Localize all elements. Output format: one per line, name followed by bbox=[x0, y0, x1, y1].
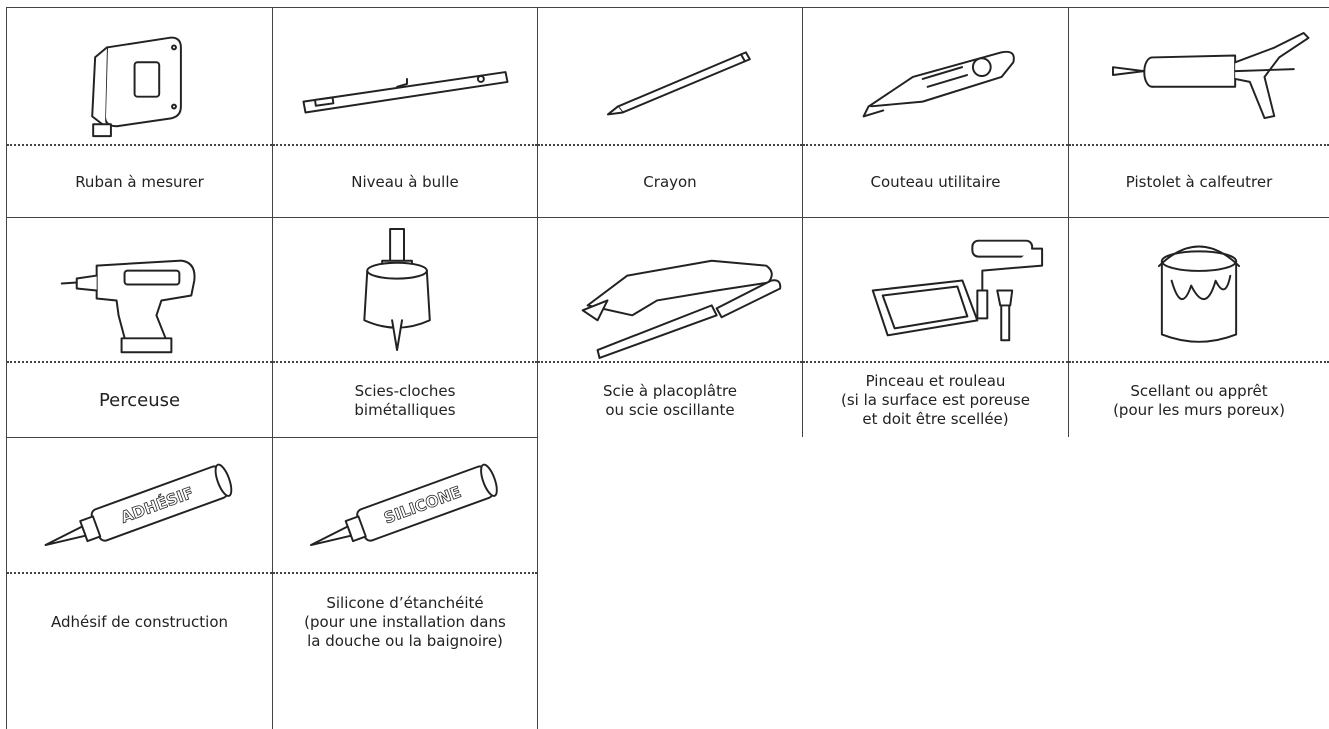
tool-cell: Couteau utilitaire bbox=[802, 7, 1068, 217]
label-line: Scie à placoplâtre bbox=[602, 381, 738, 400]
label-line: Pistolet à calfeutrer bbox=[1125, 172, 1273, 191]
tool-icon bbox=[302, 71, 509, 114]
tool-image bbox=[7, 218, 272, 363]
label-line: (pour les murs poreux) bbox=[1113, 400, 1285, 419]
tool-icon bbox=[91, 36, 182, 138]
tool-image bbox=[538, 218, 802, 363]
tool-cell: Ruban à mesurer bbox=[6, 7, 272, 217]
label-line: Perceuse bbox=[98, 390, 181, 411]
tool-image bbox=[803, 218, 1068, 363]
tool-icon bbox=[363, 227, 431, 352]
tool-label: Pinceau et rouleau (si la surface est por… bbox=[803, 363, 1068, 438]
tool-icon bbox=[606, 51, 751, 116]
tool-image bbox=[7, 8, 272, 146]
label-line: Ruban à mesurer bbox=[75, 172, 204, 191]
label-line: Scellant ou apprêt bbox=[1130, 381, 1268, 400]
label-line: bimétalliques bbox=[354, 400, 456, 419]
label-line: Pinceau et rouleau bbox=[865, 372, 1006, 390]
tool-cell: Pistolet à calfeutrer bbox=[1068, 7, 1329, 217]
tool-label: Pistolet à calfeutrer bbox=[1069, 146, 1329, 218]
label-line: Couteau utilitaire bbox=[870, 172, 1001, 191]
tool-icon bbox=[1157, 245, 1241, 343]
tool-image bbox=[1069, 218, 1329, 363]
tool-icon bbox=[581, 259, 782, 359]
label-line: Niveau à bulle bbox=[351, 172, 459, 191]
tool-image bbox=[273, 218, 537, 363]
tool-label: Couteau utilitaire bbox=[803, 146, 1068, 218]
tool-label: Niveau à bulle bbox=[273, 146, 537, 218]
tool-icon bbox=[60, 259, 196, 354]
tool-cell: Crayon bbox=[537, 7, 802, 217]
tool-icon bbox=[1112, 32, 1310, 120]
label-line: Adhésif de construction bbox=[50, 612, 229, 631]
label-line: ou scie oscillante bbox=[605, 400, 735, 419]
tool-cell: Perceuse bbox=[6, 217, 272, 437]
tool-cell: Niveau à bulle bbox=[272, 7, 537, 217]
label-line: et doit être scellée) bbox=[862, 410, 1009, 428]
label-line: Crayon bbox=[643, 172, 697, 191]
tool-label: Scies-cloches bimétalliques bbox=[273, 363, 537, 438]
tool-icon: SILICONE bbox=[310, 463, 498, 547]
tool-label: Ruban à mesurer bbox=[7, 146, 272, 218]
tool-label: Scellant ou apprêt (pour les murs poreux) bbox=[1069, 363, 1329, 438]
label-line: la douche ou la baignoire) bbox=[307, 631, 503, 650]
tool-label: Silicone d’étanchéité (pour une installat… bbox=[273, 574, 537, 670]
label-line: (si la surface est poreuse bbox=[841, 391, 1030, 409]
tool-cell: Pinceau et rouleau (si la surface est por… bbox=[802, 217, 1068, 437]
tool-label: Adhésif de construction bbox=[7, 574, 272, 670]
tool-image: SILICONE bbox=[273, 438, 537, 574]
label-line: (pour une installation dans bbox=[304, 612, 506, 631]
tool-image bbox=[273, 8, 537, 146]
tool-cell: Scie à placoplâtre ou scie oscillante bbox=[537, 217, 802, 437]
tool-image bbox=[538, 8, 802, 146]
label-line: Scies-cloches bbox=[354, 381, 456, 400]
page: Ruban à mesurer Niveau à bulle Crayon Coute… bbox=[6, 7, 1329, 729]
tool-image bbox=[803, 8, 1068, 146]
label-line: Silicone d’étanchéité bbox=[326, 593, 484, 612]
tool-icon bbox=[862, 50, 1015, 118]
tool-icon: ADHÉSIF bbox=[44, 463, 233, 547]
tool-icon bbox=[871, 239, 1044, 342]
tool-label: Perceuse bbox=[7, 363, 272, 438]
tool-cell: SILICONE Silicone d’étanchéité (pour une i… bbox=[272, 437, 537, 729]
cell-border bbox=[537, 437, 538, 729]
tool-label: Scie à placoplâtre ou scie oscillante bbox=[538, 363, 802, 438]
tool-cell: ADHÉSIF Adhésif de construction bbox=[6, 437, 272, 729]
tool-image: ADHÉSIF bbox=[7, 438, 272, 574]
tool-image bbox=[1069, 8, 1329, 146]
tool-cell: Scellant ou apprêt (pour les murs poreux) bbox=[1068, 217, 1329, 437]
tool-label: Crayon bbox=[538, 146, 802, 218]
tool-cell: Scies-cloches bimétalliques bbox=[272, 217, 537, 437]
